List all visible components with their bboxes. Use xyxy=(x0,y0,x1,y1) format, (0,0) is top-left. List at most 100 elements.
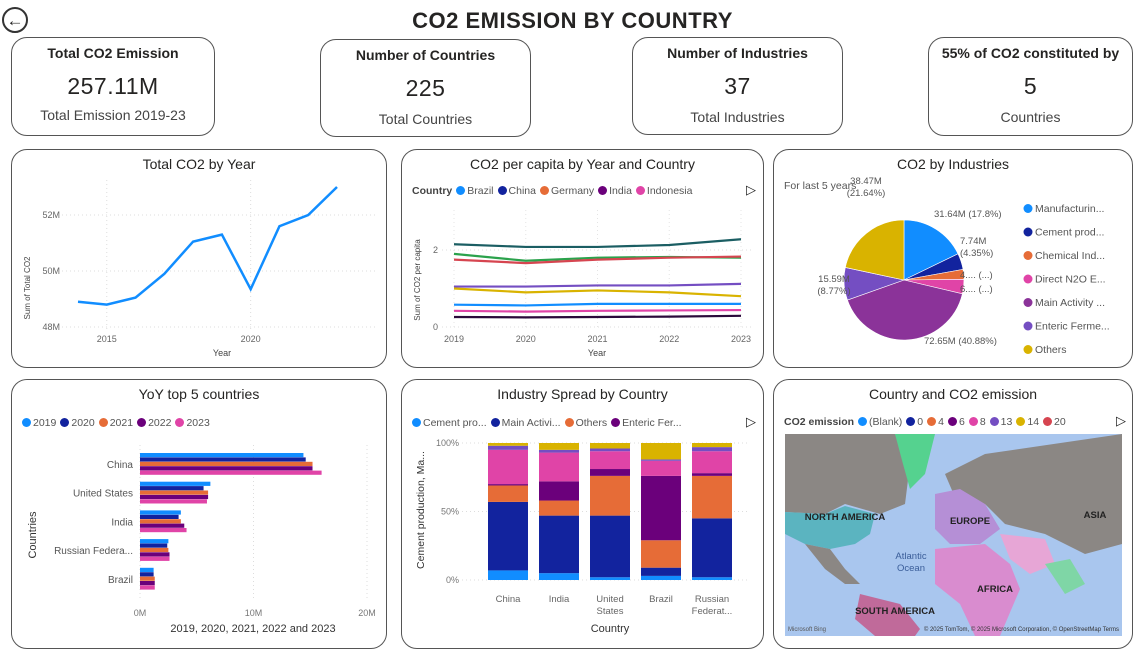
legend-dot-icon xyxy=(1024,228,1033,237)
stacked-bar-segment xyxy=(590,443,630,448)
slice-label-value: 7.74M xyxy=(960,236,986,247)
kpi-industries: Number of Industries 37 Total Industries xyxy=(632,37,843,135)
bar xyxy=(140,515,179,519)
y-tick-label: 52M xyxy=(42,210,60,220)
bar xyxy=(140,552,170,556)
x-tick-label: India xyxy=(549,594,570,605)
legend-label: Chemical Ind... xyxy=(1035,250,1105,262)
legend-label: 6 xyxy=(959,416,965,428)
stacked-bar-segment xyxy=(641,459,681,460)
y-axis-label: Sum of Total CO2 xyxy=(23,256,32,320)
pie-chart-svg: 31.64M (17.8%)Manufacturin...7.74M(4.35%… xyxy=(774,150,1133,368)
stacked-bar-segment xyxy=(590,448,630,451)
bar xyxy=(140,462,313,466)
stacked-bar-segment xyxy=(590,451,630,469)
stacked-bar-segment xyxy=(488,446,528,450)
legend-dot-icon xyxy=(1043,417,1052,426)
legend-item[interactable]: 0 xyxy=(906,416,923,428)
bar xyxy=(140,495,208,499)
y-tick-label: United States xyxy=(73,489,133,500)
map-label-asia: ASIA xyxy=(1084,510,1107,521)
legend-item[interactable]: 14 xyxy=(1016,416,1039,428)
series-line xyxy=(78,187,337,305)
legend-dot-icon xyxy=(906,417,915,426)
slice-label: 6.... (...) xyxy=(960,284,993,295)
stacked-bar-segment xyxy=(488,485,528,501)
bar xyxy=(140,471,322,475)
map-attribution[interactable]: © 2025 TomTom, © 2025 Microsoft Corporat… xyxy=(924,626,1119,633)
y-tick-label: 48M xyxy=(42,322,60,332)
stacked-bar-segment xyxy=(692,443,732,447)
x-tick-label: 20M xyxy=(358,608,376,618)
x-tick-label: 10M xyxy=(245,608,263,618)
bar xyxy=(140,572,154,576)
legend-dot-icon xyxy=(1024,345,1033,354)
map-label-europe: EUROPE xyxy=(950,516,990,527)
bar xyxy=(140,568,154,572)
legend-item[interactable]: 20 xyxy=(1043,416,1066,428)
co2-by-industries-chart[interactable]: CO2 by Industries For last 5 years 31.64… xyxy=(773,149,1133,368)
stacked-bar-segment xyxy=(539,573,579,580)
y-tick-label: 100% xyxy=(436,438,459,448)
kpi-subtitle: Total Emission 2019-23 xyxy=(12,107,214,123)
slice-label: 72.65M (40.88%) xyxy=(924,336,997,347)
map-canvas[interactable]: NORTH AMERICA EUROPE ASIA AFRICA SOUTH A… xyxy=(785,434,1122,636)
chart-title: Country and CO2 emission xyxy=(774,386,1132,402)
country-co2-map[interactable]: Country and CO2 emission CO2 emission(Bl… xyxy=(773,379,1133,649)
legend-label: 8 xyxy=(980,416,986,428)
legend-item[interactable]: (Blank) xyxy=(858,416,902,428)
stacked-bar-segment xyxy=(641,443,681,459)
legend-item[interactable]: 13 xyxy=(990,416,1013,428)
kpi-total-co2: Total CO2 Emission 257.11M Total Emissio… xyxy=(11,37,215,136)
legend-item[interactable]: 4 xyxy=(927,416,944,428)
kpi-value: 37 xyxy=(633,73,842,100)
map-label-north-america: NORTH AMERICA xyxy=(805,512,886,523)
x-tick-label: 2015 xyxy=(97,334,117,344)
bar xyxy=(140,539,168,543)
stacked-bar-segment xyxy=(488,502,528,571)
slice-label-value: 15.59M xyxy=(818,274,850,285)
stacked-bar-chart-svg: Cement production, Ma... Country 0%50%10… xyxy=(402,380,764,642)
x-tick-label: 0M xyxy=(134,608,147,618)
legend-label: Others xyxy=(1035,344,1067,356)
industry-spread-chart[interactable]: Industry Spread by Country Cement pro...… xyxy=(401,379,764,649)
y-axis-label: Countries xyxy=(27,511,39,559)
legend-dot-icon xyxy=(1024,298,1033,307)
legend-next-icon[interactable]: ▷ xyxy=(1116,413,1126,429)
legend-label: 0 xyxy=(917,416,923,428)
x-tick-label: 2019 xyxy=(444,334,464,344)
y-axis-label: Cement production, Ma... xyxy=(415,451,427,569)
bar xyxy=(140,557,170,561)
map-region-canada xyxy=(785,434,910,514)
y-tick-label: 50M xyxy=(42,266,60,276)
y-tick-label: India xyxy=(111,517,133,528)
map-brand-logo: Microsoft Bing xyxy=(788,627,826,633)
bar xyxy=(140,528,187,532)
stacked-bar-segment xyxy=(590,516,630,578)
legend-dot-icon xyxy=(927,417,936,426)
stacked-bar-segment xyxy=(488,570,528,580)
kpi-subtitle: Total Industries xyxy=(633,109,842,125)
x-tick-label: Federat... xyxy=(692,606,733,617)
co2-per-capita-chart[interactable]: CO2 per capita by Year and Country Count… xyxy=(401,149,764,368)
series-line xyxy=(454,289,741,297)
bar xyxy=(140,577,155,581)
legend-label: Manufacturin... xyxy=(1035,203,1104,215)
slice-label: 31.64M (17.8%) xyxy=(934,209,1002,220)
legend-item[interactable]: 6 xyxy=(948,416,965,428)
stacked-bar-segment xyxy=(539,450,579,453)
total-co2-by-year-chart[interactable]: Total CO2 by Year Sum of Total CO2 Year … xyxy=(11,149,387,368)
legend-label: 4 xyxy=(938,416,944,428)
bar xyxy=(140,544,167,548)
kpi-value: 225 xyxy=(321,75,530,102)
legend-item[interactable]: 8 xyxy=(969,416,986,428)
x-tick-label: States xyxy=(597,606,624,617)
series-line xyxy=(454,316,741,318)
bar xyxy=(140,519,181,523)
bar xyxy=(140,499,207,503)
stacked-bar-segment xyxy=(539,453,579,482)
stacked-bar-segment xyxy=(539,501,579,516)
page-title: CO2 EMISSION BY COUNTRY xyxy=(0,8,1137,34)
